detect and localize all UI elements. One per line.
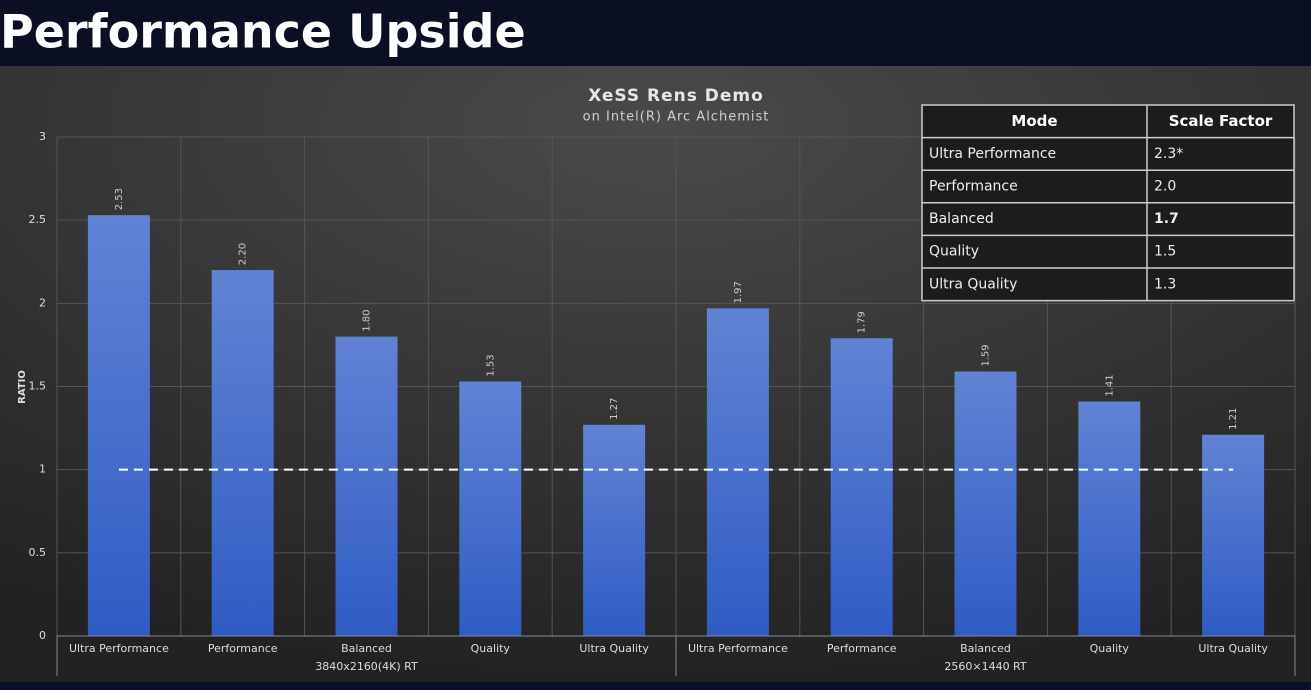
table-header: Mode xyxy=(1011,112,1057,130)
y-tick-label: 0 xyxy=(39,629,46,642)
y-axis-label: RATIO xyxy=(17,370,28,404)
table-cell: 1.5 xyxy=(1154,244,1176,260)
table-cell: Performance xyxy=(929,179,1018,195)
value-label: 1.53 xyxy=(485,354,496,376)
x-tick-label: Ultra Performance xyxy=(688,642,788,655)
x-tick-label: Ultra Quality xyxy=(579,642,649,655)
title-band xyxy=(0,0,1311,66)
x-tick-label: Balanced xyxy=(341,642,392,655)
bar xyxy=(1202,434,1265,636)
value-label: 1.59 xyxy=(981,344,992,366)
table-cell: 2.0 xyxy=(1154,179,1176,195)
x-tick-label: Quality xyxy=(1090,642,1130,655)
y-tick-label: 1.5 xyxy=(29,380,47,393)
x-tick-label: Performance xyxy=(827,642,897,655)
value-label: 1.21 xyxy=(1228,408,1239,430)
chart-title: XeSS Rens Demo xyxy=(588,86,764,106)
value-label: 1.80 xyxy=(362,309,373,331)
x-tick-label: Quality xyxy=(471,642,511,655)
x-tick-label: Balanced xyxy=(960,642,1011,655)
bar xyxy=(211,270,274,636)
bar xyxy=(954,371,1017,636)
value-label: 1.27 xyxy=(609,398,620,420)
table-cell: Ultra Performance xyxy=(929,146,1056,162)
bar xyxy=(1078,401,1141,636)
y-tick-label: 2 xyxy=(39,296,46,309)
bar xyxy=(706,308,769,636)
chart-subtitle: on Intel(R) Arc Alchemist xyxy=(583,110,770,125)
bar xyxy=(459,381,522,636)
bar xyxy=(335,336,398,636)
value-label: 2.20 xyxy=(238,243,249,265)
bar xyxy=(583,424,646,636)
value-label: 1.79 xyxy=(857,311,868,333)
table-cell: 2.3* xyxy=(1154,146,1183,162)
table-cell: Balanced xyxy=(929,211,994,227)
table-cell: 1.3 xyxy=(1154,276,1176,292)
x-tick-label: Performance xyxy=(208,642,278,655)
y-tick-label: 3 xyxy=(39,130,46,143)
value-label: 1.97 xyxy=(733,281,744,303)
table-cell: 1.7 xyxy=(1154,211,1179,227)
group-label: 2560×1440 RT xyxy=(944,660,1027,673)
value-label: 1.41 xyxy=(1104,374,1115,396)
table-header: Scale Factor xyxy=(1169,112,1273,130)
bar xyxy=(87,215,150,636)
x-tick-label: Ultra Quality xyxy=(1198,642,1268,655)
bar xyxy=(830,338,893,636)
x-tick-label: Ultra Performance xyxy=(69,642,169,655)
group-label: 3840x2160(4K) RT xyxy=(315,660,418,673)
value-label: 2.53 xyxy=(114,188,125,210)
page-title: Performance Upside xyxy=(0,5,526,59)
table-cell: Ultra Quality xyxy=(929,276,1017,292)
y-tick-label: 2.5 xyxy=(29,213,47,226)
y-tick-label: 1 xyxy=(39,463,46,476)
table: Mode Scale Factor Ultra Performance 2.3* Per… xyxy=(921,104,1295,302)
y-tick-label: 0.5 xyxy=(29,546,47,559)
table-cell: Quality xyxy=(929,244,979,260)
